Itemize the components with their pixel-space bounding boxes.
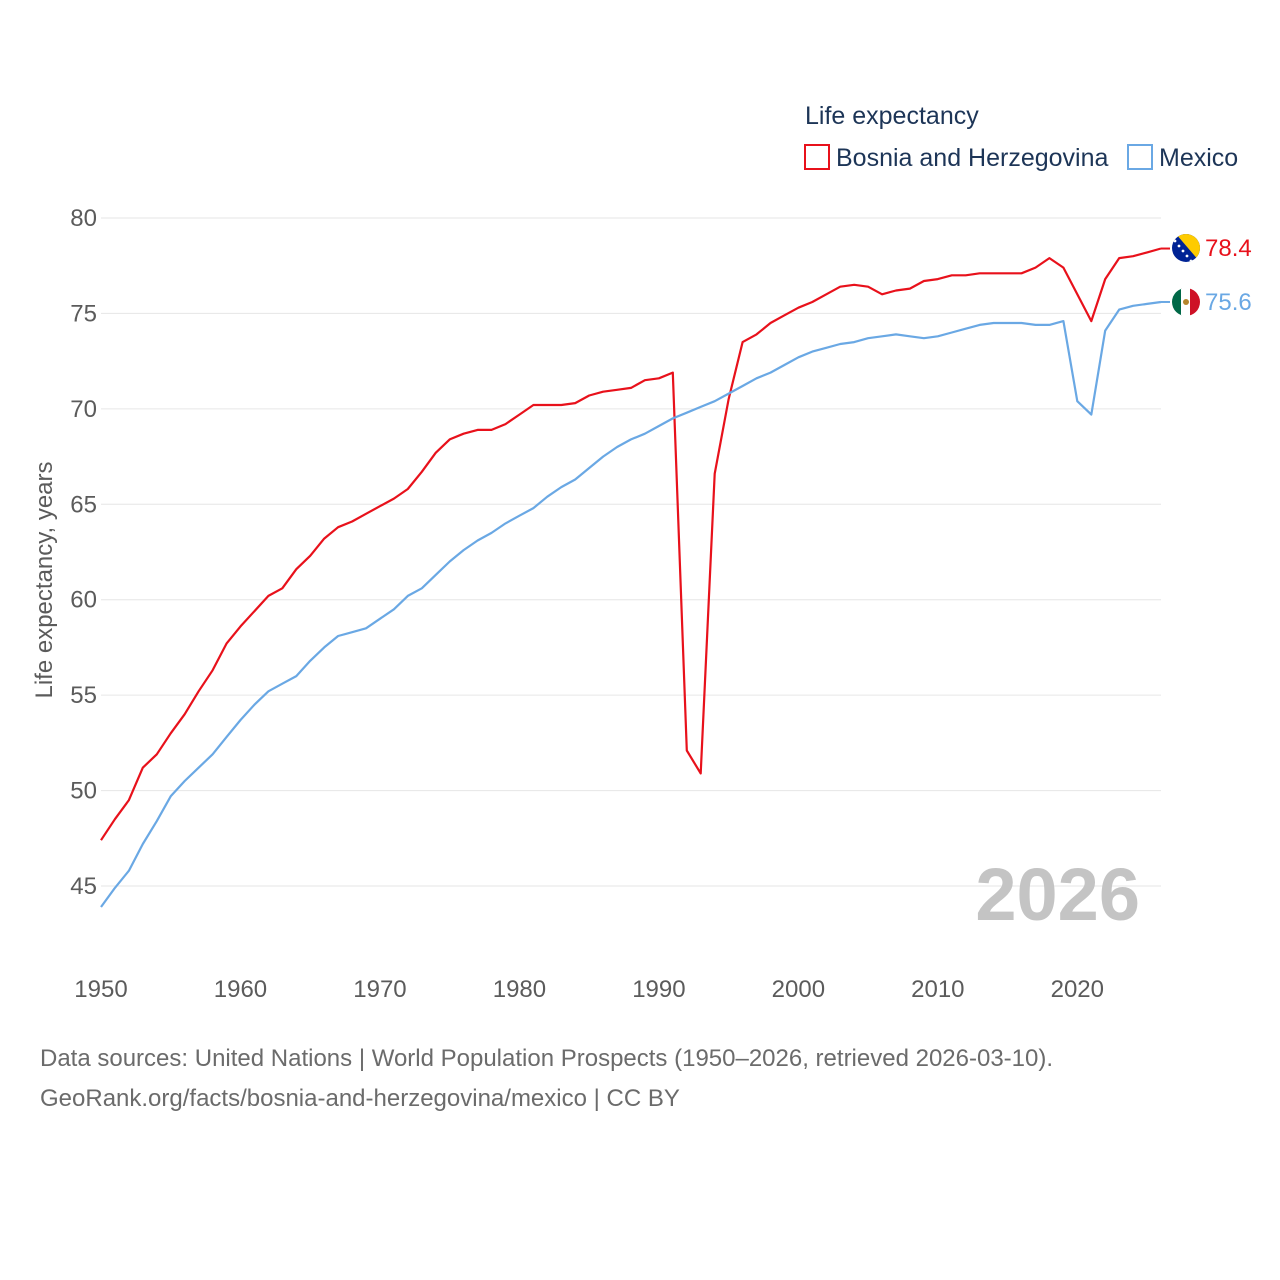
series-end-labels: 78.4 75.6: [1161, 235, 1252, 316]
legend-item-mexico[interactable]: Mexico: [1127, 144, 1238, 172]
y-tick-label-45: 45: [70, 873, 97, 900]
mexico-flag-icon: [1172, 288, 1200, 316]
legend-label-mexico: Mexico: [1159, 144, 1238, 172]
grid-lines: [101, 217, 1161, 887]
x-tick-label-2010: 2010: [911, 976, 964, 1003]
y-tick-label-70: 70: [70, 396, 97, 423]
y-tick-label-65: 65: [70, 491, 97, 518]
series-lines: [100, 247, 1162, 908]
current-year-watermark: 2026: [975, 853, 1140, 936]
x-tick-label-1970: 1970: [353, 976, 406, 1003]
y-axis-ticks: 45 50 55 60 65 70 75 80: [70, 205, 97, 900]
end-value-label-mexico: 75.6: [1205, 289, 1252, 316]
y-axis-label: Life expectancy, years: [31, 461, 58, 698]
legend-swatch-bosnia: [804, 144, 830, 170]
series-line-bosnia: [100, 247, 1162, 841]
footer-link[interactable]: GeoRank.org/facts/bosnia-and-herzegovina…: [40, 1085, 680, 1112]
end-value-label-bosnia: 78.4: [1205, 235, 1252, 262]
x-tick-label-1980: 1980: [493, 976, 546, 1003]
series-line-mexico: [100, 300, 1162, 908]
legend-label-bosnia: Bosnia and Herzegovina: [836, 144, 1108, 172]
x-tick-label-1960: 1960: [214, 976, 267, 1003]
y-tick-label-75: 75: [70, 300, 97, 327]
x-tick-label-2020: 2020: [1051, 976, 1104, 1003]
y-tick-label-55: 55: [70, 682, 97, 709]
x-axis-ticks: 1950 1960 1970 1980 1990 2000 2010 2020: [74, 976, 1104, 1003]
x-tick-label-1950: 1950: [74, 976, 127, 1003]
y-tick-label-80: 80: [70, 205, 97, 232]
legend: Life expectancy Bosnia and Herzegovina M…: [804, 102, 1238, 172]
x-tick-label-2000: 2000: [772, 976, 825, 1003]
legend-swatch-mexico: [1127, 144, 1153, 170]
bosnia-flag-icon: [1172, 234, 1200, 262]
x-tick-label-1990: 1990: [632, 976, 685, 1003]
y-tick-label-50: 50: [70, 778, 97, 805]
footer-sources: Data sources: United Nations | World Pop…: [40, 1045, 1054, 1072]
legend-title: Life expectancy: [805, 102, 979, 130]
legend-item-bosnia[interactable]: Bosnia and Herzegovina: [804, 144, 1108, 172]
y-tick-label-60: 60: [70, 587, 97, 614]
